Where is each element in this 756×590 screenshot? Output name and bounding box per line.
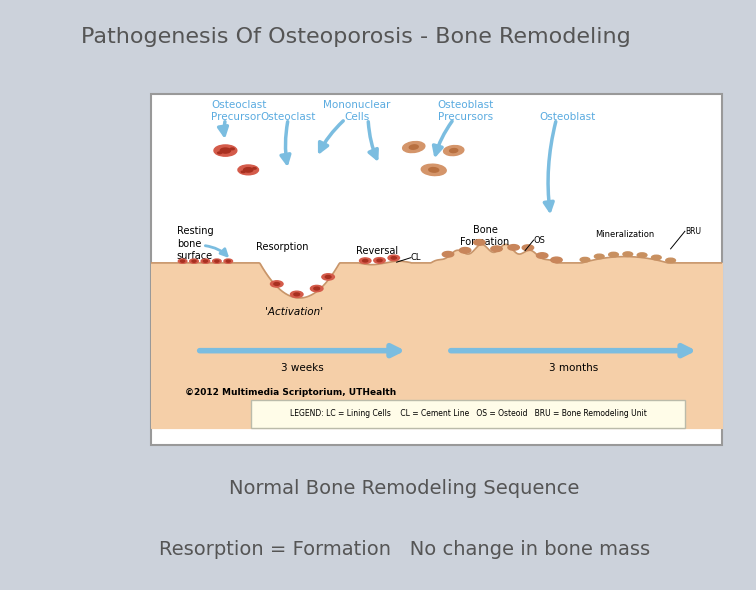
Text: CL: CL bbox=[411, 253, 421, 262]
Text: Bone: Bone bbox=[472, 225, 497, 235]
Text: Osteoblast: Osteoblast bbox=[540, 112, 596, 122]
Ellipse shape bbox=[594, 254, 604, 259]
Ellipse shape bbox=[226, 260, 231, 262]
Ellipse shape bbox=[580, 257, 590, 262]
Text: BRU: BRU bbox=[685, 227, 701, 236]
Ellipse shape bbox=[460, 248, 471, 253]
Ellipse shape bbox=[243, 168, 253, 172]
Ellipse shape bbox=[623, 252, 633, 257]
Ellipse shape bbox=[325, 276, 331, 278]
Text: OS: OS bbox=[534, 235, 546, 245]
Ellipse shape bbox=[450, 149, 458, 153]
Text: Normal Bone Remodeling Sequence: Normal Bone Remodeling Sequence bbox=[229, 479, 580, 499]
Ellipse shape bbox=[214, 145, 237, 156]
Ellipse shape bbox=[212, 259, 221, 263]
Ellipse shape bbox=[203, 260, 207, 262]
Text: Mononuclear: Mononuclear bbox=[323, 100, 390, 110]
Text: Mineralization: Mineralization bbox=[595, 230, 655, 240]
Ellipse shape bbox=[377, 259, 382, 261]
Ellipse shape bbox=[311, 286, 323, 291]
Ellipse shape bbox=[231, 148, 234, 150]
Text: Pathogenesis Of Osteoporosis - Bone Remodeling: Pathogenesis Of Osteoporosis - Bone Remo… bbox=[81, 27, 631, 47]
Ellipse shape bbox=[215, 260, 218, 262]
Ellipse shape bbox=[363, 260, 368, 262]
Text: 3 weeks: 3 weeks bbox=[281, 363, 324, 373]
Text: Resting: Resting bbox=[177, 227, 213, 237]
Text: Precursors: Precursors bbox=[438, 112, 493, 122]
Text: Cells: Cells bbox=[344, 112, 369, 122]
Text: ©2012 Multimedia Scriptorium, UTHealth: ©2012 Multimedia Scriptorium, UTHealth bbox=[185, 388, 397, 397]
Ellipse shape bbox=[373, 258, 386, 263]
Ellipse shape bbox=[409, 145, 418, 149]
Ellipse shape bbox=[224, 259, 233, 263]
Text: 'Activation': 'Activation' bbox=[265, 307, 323, 317]
Ellipse shape bbox=[522, 245, 534, 251]
Ellipse shape bbox=[190, 259, 198, 263]
Ellipse shape bbox=[442, 251, 454, 257]
Ellipse shape bbox=[201, 259, 209, 263]
Ellipse shape bbox=[391, 257, 396, 259]
Ellipse shape bbox=[218, 152, 222, 153]
Ellipse shape bbox=[474, 240, 485, 245]
Text: bone: bone bbox=[177, 238, 201, 248]
Ellipse shape bbox=[403, 142, 425, 153]
Ellipse shape bbox=[666, 258, 675, 263]
Ellipse shape bbox=[421, 164, 446, 176]
Ellipse shape bbox=[271, 281, 283, 287]
Ellipse shape bbox=[637, 253, 647, 257]
Ellipse shape bbox=[388, 255, 399, 261]
Ellipse shape bbox=[290, 291, 303, 297]
Ellipse shape bbox=[508, 245, 519, 250]
Ellipse shape bbox=[314, 287, 320, 290]
Text: Osteoclast: Osteoclast bbox=[261, 112, 316, 122]
Text: 3 months: 3 months bbox=[549, 363, 598, 373]
Ellipse shape bbox=[444, 146, 464, 156]
Text: Precursor: Precursor bbox=[211, 112, 261, 122]
FancyBboxPatch shape bbox=[151, 94, 722, 445]
Ellipse shape bbox=[220, 148, 231, 153]
Text: LEGEND: LC = Lining Cells    CL = Cement Line   OS = Osteoid   BRU = Bone Remode: LEGEND: LC = Lining Cells CL = Cement Li… bbox=[290, 409, 646, 418]
Ellipse shape bbox=[537, 253, 548, 258]
Ellipse shape bbox=[609, 253, 618, 257]
Ellipse shape bbox=[274, 283, 280, 286]
Ellipse shape bbox=[429, 168, 438, 172]
FancyBboxPatch shape bbox=[251, 400, 685, 428]
Ellipse shape bbox=[550, 257, 562, 263]
Ellipse shape bbox=[238, 165, 259, 175]
Ellipse shape bbox=[178, 259, 187, 263]
Text: Reversal: Reversal bbox=[355, 245, 398, 255]
Ellipse shape bbox=[294, 293, 299, 296]
Ellipse shape bbox=[360, 258, 371, 264]
Text: Resorption = Formation   No change in bone mass: Resorption = Formation No change in bone… bbox=[159, 540, 650, 559]
Ellipse shape bbox=[322, 274, 334, 280]
Text: Osteoclast: Osteoclast bbox=[211, 100, 267, 110]
Ellipse shape bbox=[181, 260, 184, 262]
Ellipse shape bbox=[253, 168, 256, 169]
Text: surface: surface bbox=[177, 251, 213, 261]
Text: Formation: Formation bbox=[460, 237, 510, 247]
Ellipse shape bbox=[652, 255, 662, 260]
Ellipse shape bbox=[241, 171, 245, 173]
Ellipse shape bbox=[192, 260, 196, 262]
Text: Resorption: Resorption bbox=[256, 242, 308, 252]
Ellipse shape bbox=[491, 246, 502, 251]
Text: Osteoblast: Osteoblast bbox=[437, 100, 493, 110]
